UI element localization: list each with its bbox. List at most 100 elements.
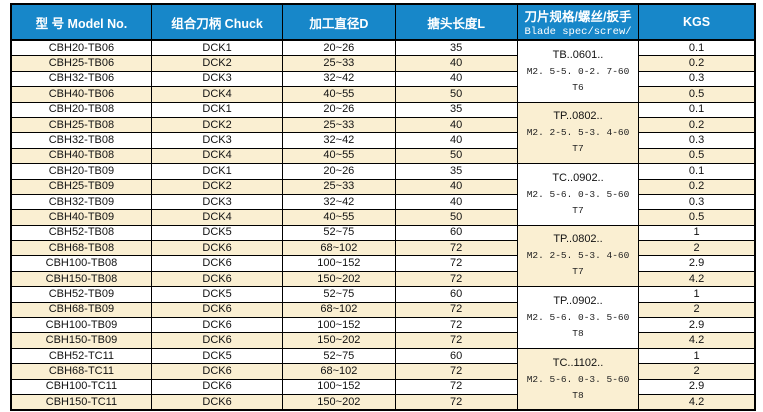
blade-spec-screw: M2. 5-5. 0-2. 7-60: [526, 65, 630, 77]
table-row: CBH52-TB09 DCK5 52~75 60 TP..0902.. M2. 5-6. …: [10, 286, 756, 349]
chuck-cell: DCK1: [150, 163, 284, 180]
chuck-cell: DCK1: [150, 39, 284, 57]
blade-spec-cell: TP..0802.. M2. 2-5. 5-3. 4-60 T7: [516, 101, 640, 165]
diameter-cell: 25~33: [282, 55, 396, 72]
chuck-cell: DCK6: [150, 393, 284, 411]
chuck-cell: DCK6: [150, 240, 284, 257]
chuck-cell: DCK6: [150, 301, 284, 319]
chuck-cell: DCK6: [150, 270, 284, 288]
model-cell: CBH150-TC11: [10, 393, 152, 411]
chuck-cell: DCK5: [150, 286, 284, 303]
length-cell: 60: [394, 224, 518, 242]
col-header-blade-spec: 刀片规格/螺丝/扳手 Blade spec/screw/: [516, 3, 640, 41]
table-row: CBH52-TB08 DCK5 52~75 60 TP..0802.. M2. 2-5. …: [10, 224, 756, 288]
diameter-cell: 32~42: [282, 70, 396, 88]
length-cell: 60: [394, 347, 518, 365]
diameter-cell: 100~152: [282, 378, 396, 395]
blade-spec-blade: TC..1102..: [552, 356, 604, 369]
length-cell: 40: [394, 132, 518, 149]
diameter-cell: 40~55: [282, 209, 396, 226]
header-row: 型 号 Model No. 组合刀柄 Chuck 加工直径D 搪头长度L 刀片规…: [10, 3, 756, 41]
kgs-cell: 4.2: [638, 332, 756, 349]
blade-spec-wrench: T7: [572, 143, 584, 155]
blade-spec-blade: TP..0902..: [553, 295, 603, 308]
kgs-cell: 0.1: [638, 101, 756, 118]
length-cell: 60: [394, 286, 518, 303]
table-row: CBH20-TB09 DCK1 20~26 35 TC..0902.. M2. 5-6. …: [10, 163, 756, 226]
kgs-cell: 2: [638, 240, 756, 257]
model-cell: CBH68-TC11: [10, 363, 152, 380]
model-cell: CBH32-TB09: [10, 193, 152, 211]
kgs-cell: 0.3: [638, 132, 756, 149]
length-cell: 35: [394, 101, 518, 118]
model-cell: CBH68-TB09: [10, 301, 152, 319]
table-header: 型 号 Model No. 组合刀柄 Chuck 加工直径D 搪头长度L 刀片规…: [10, 3, 756, 41]
diameter-cell: 100~152: [282, 255, 396, 272]
diameter-cell: 20~26: [282, 163, 396, 180]
model-cell: CBH40-TB09: [10, 209, 152, 226]
model-cell: CBH32-TB06: [10, 70, 152, 88]
length-cell: 50: [394, 86, 518, 103]
blade-spec-cell: TB..0601.. M2. 5-5. 0-2. 7-60 T6: [516, 39, 640, 103]
table-row: CBH20-TB06 DCK1 20~26 35 TB..0601.. M2. 5-5. …: [10, 39, 756, 103]
length-cell: 72: [394, 332, 518, 349]
col-header-kgs: KGS: [638, 3, 756, 41]
table-row: CBH32-TB06 DCK3 32~42 40 0.3: [10, 70, 756, 88]
kgs-cell: 0.2: [638, 178, 756, 195]
kgs-cell: 0.3: [638, 70, 756, 88]
chuck-cell: DCK6: [150, 317, 284, 334]
kgs-cell: 2: [638, 363, 756, 380]
blade-spec-screw: M2. 5-6. 0-3. 5-60: [526, 188, 630, 200]
model-cell: CBH150-TB09: [10, 332, 152, 349]
blade-spec-blade: TC..0902..: [552, 171, 604, 184]
table-body: CBH20-TB06 DCK1 20~26 35 TB..0601.. M2. 5-5. …: [10, 39, 756, 411]
table-row: CBH150-TB09 DCK6 150~202 72 4.2: [10, 332, 756, 349]
table-row: CBH25-TB09 DCK2 25~33 40 0.2: [10, 178, 756, 195]
boring-head-spec-table: 型 号 Model No. 组合刀柄 Chuck 加工直径D 搪头长度L 刀片规…: [10, 3, 756, 412]
length-cell: 35: [394, 39, 518, 57]
chuck-cell: DCK3: [150, 132, 284, 149]
blade-spec-cell: TP..0902.. M2. 5-6. 0-3. 5-60 T8: [516, 286, 640, 349]
diameter-cell: 100~152: [282, 317, 396, 334]
length-cell: 40: [394, 193, 518, 211]
col-header-length: 搪头长度L: [394, 3, 518, 41]
length-cell: 35: [394, 163, 518, 180]
chuck-cell: DCK6: [150, 255, 284, 272]
kgs-cell: 1: [638, 347, 756, 365]
kgs-cell: 0.2: [638, 55, 756, 72]
length-cell: 72: [394, 301, 518, 319]
model-cell: CBH25-TB06: [10, 55, 152, 72]
diameter-cell: 68~102: [282, 363, 396, 380]
length-cell: 40: [394, 178, 518, 195]
diameter-cell: 150~202: [282, 393, 396, 411]
blade-spec-wrench: T8: [572, 389, 584, 401]
model-cell: CBH20-TB08: [10, 101, 152, 118]
kgs-cell: 4.2: [638, 270, 756, 288]
length-cell: 40: [394, 116, 518, 134]
table-row: CBH68-TC11 DCK6 68~102 72 2: [10, 363, 756, 380]
kgs-cell: 4.2: [638, 393, 756, 411]
col-header-diameter: 加工直径D: [282, 3, 396, 41]
diameter-cell: 25~33: [282, 178, 396, 195]
length-cell: 50: [394, 209, 518, 226]
blade-spec-blade: TP..0802..: [553, 110, 603, 123]
table-row: CBH32-TB08 DCK3 32~42 40 0.3: [10, 132, 756, 149]
model-cell: CBH52-TC11: [10, 347, 152, 365]
kgs-cell: 2.9: [638, 378, 756, 395]
chuck-cell: DCK4: [150, 147, 284, 165]
length-cell: 72: [394, 270, 518, 288]
blade-spec-wrench: T8: [572, 328, 584, 340]
col-header-chuck: 组合刀柄 Chuck: [150, 3, 284, 41]
model-cell: CBH52-TB09: [10, 286, 152, 303]
length-cell: 50: [394, 147, 518, 165]
col-header-blade-spec-zh: 刀片规格/螺丝/扳手: [524, 10, 632, 24]
chuck-cell: DCK2: [150, 116, 284, 134]
length-cell: 72: [394, 240, 518, 257]
blade-spec-wrench: T7: [572, 266, 584, 278]
table-row: CBH40-TB09 DCK4 40~55 50 0.5: [10, 209, 756, 226]
table-row: CBH40-TB08 DCK4 40~55 50 0.5: [10, 147, 756, 165]
table-row: CBH100-TB08 DCK6 100~152 72 2.9: [10, 255, 756, 272]
chuck-cell: DCK2: [150, 178, 284, 195]
table-row: CBH68-TB08 DCK6 68~102 72 2: [10, 240, 756, 257]
model-cell: CBH100-TB08: [10, 255, 152, 272]
